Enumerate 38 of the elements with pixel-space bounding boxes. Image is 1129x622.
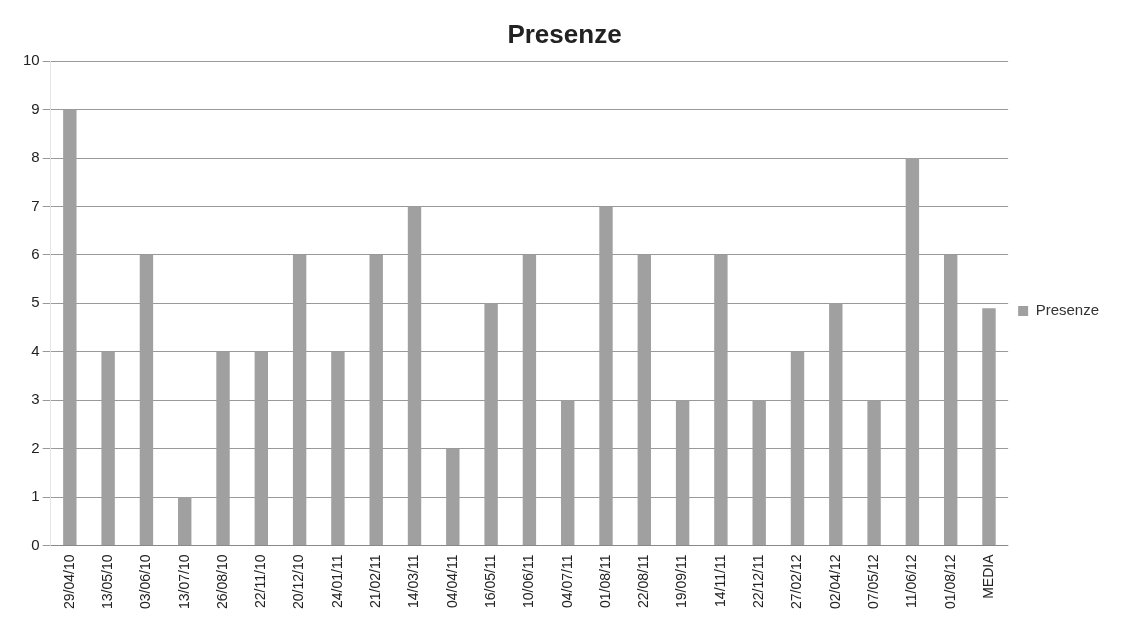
x-tick-label: 26/08/10: [213, 554, 230, 609]
x-tick-label: 22/11/10: [252, 554, 269, 608]
y-tick-label: 8: [31, 148, 40, 166]
x-tick-label: MEDIA: [979, 553, 996, 599]
x-tick-label: 13/07/10: [175, 554, 192, 609]
x-tick-label: 27/02/12: [788, 554, 805, 609]
y-tick-label: 5: [31, 293, 40, 311]
x-tick-label: 22/12/11: [750, 554, 767, 608]
x-tick-label: 21/02/11: [367, 554, 384, 608]
y-tick-label: 0: [31, 535, 40, 553]
y-tick-label: 7: [31, 196, 40, 214]
x-tick-label: 01/08/12: [941, 554, 958, 609]
x-tick-label: 04/04/11: [443, 554, 460, 608]
x-tick-label: 29/04/10: [60, 554, 77, 609]
legend-label: Presenze: [1035, 301, 1100, 319]
x-tick-label: 04/07/11: [558, 554, 575, 608]
x-tick-label: 19/09/11: [673, 554, 690, 608]
x-tick-label: 11/06/12: [903, 554, 920, 608]
x-tick-label: 07/05/12: [864, 554, 881, 609]
y-tick-label: 4: [31, 341, 40, 359]
x-tick-label: 24/01/11: [328, 554, 345, 608]
y-tick-label: 1: [31, 487, 40, 505]
x-tick-label: 20/12/10: [290, 554, 307, 609]
x-tick-label: 10/06/11: [520, 554, 537, 608]
y-tick-label: 10: [23, 51, 40, 69]
y-tick-label: 6: [31, 245, 40, 263]
y-tick-label: 2: [31, 438, 40, 456]
x-tick-label: 01/08/11: [596, 554, 613, 608]
x-tick-label: 02/04/12: [826, 554, 843, 609]
x-tick-label: 03/06/10: [137, 554, 154, 609]
x-tick-label: 16/05/11: [481, 554, 498, 608]
x-tick-label: 22/08/11: [635, 554, 652, 608]
x-tick-label: 14/03/11: [405, 554, 422, 608]
y-tick-label: 3: [31, 390, 40, 408]
x-tick-label: 13/05/10: [98, 554, 115, 609]
y-tick-label: 9: [31, 99, 40, 117]
x-tick-label: 14/11/11: [711, 554, 728, 607]
chart-title: Presenze: [507, 18, 622, 49]
